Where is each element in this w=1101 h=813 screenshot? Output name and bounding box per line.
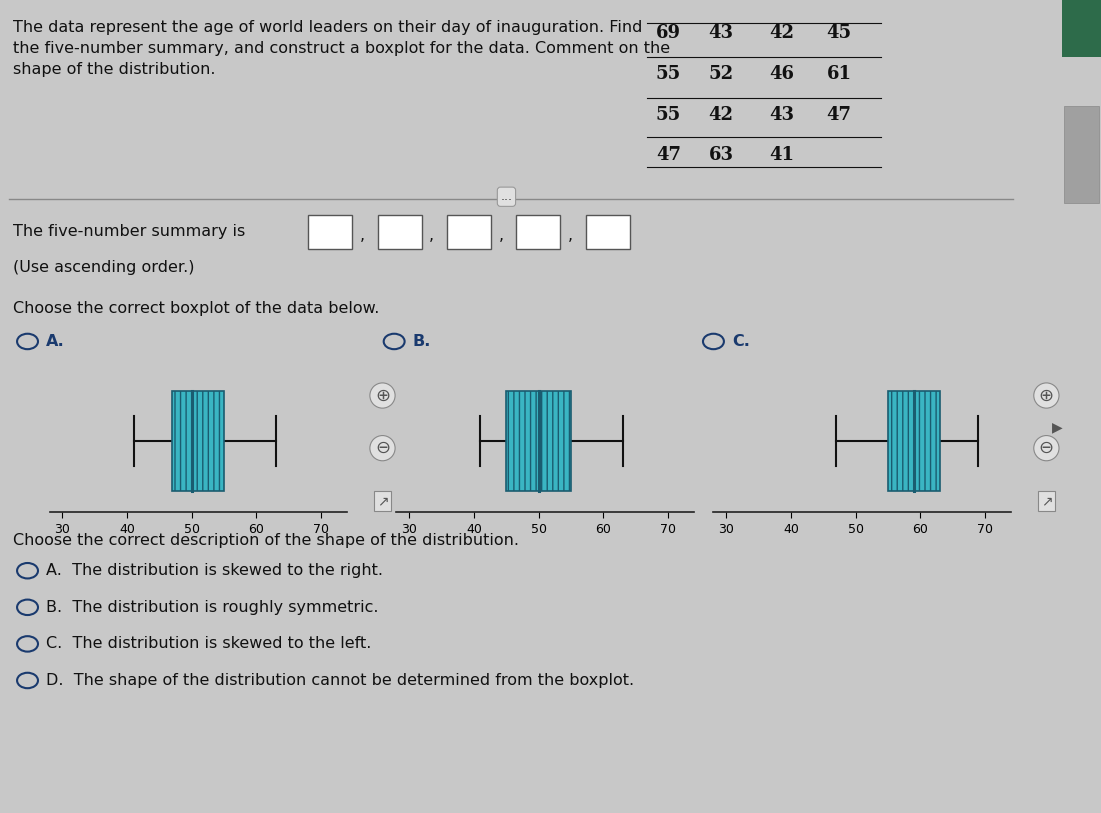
Text: ,: , bbox=[360, 228, 364, 243]
Text: ,: , bbox=[499, 228, 503, 243]
FancyBboxPatch shape bbox=[516, 215, 560, 249]
Text: ⊖: ⊖ bbox=[375, 439, 390, 457]
Text: ▶: ▶ bbox=[1051, 420, 1062, 434]
Text: ↗: ↗ bbox=[377, 493, 389, 508]
Text: A.  The distribution is skewed to the right.: A. The distribution is skewed to the rig… bbox=[46, 563, 383, 578]
Text: ,: , bbox=[429, 228, 434, 243]
Text: 46: 46 bbox=[770, 65, 794, 83]
Text: ⊕: ⊕ bbox=[1039, 386, 1054, 405]
Text: 43: 43 bbox=[709, 24, 733, 42]
Text: 55: 55 bbox=[656, 106, 680, 124]
Text: 47: 47 bbox=[827, 106, 851, 124]
Text: B.  The distribution is roughly symmetric.: B. The distribution is roughly symmetric… bbox=[46, 600, 379, 615]
FancyBboxPatch shape bbox=[447, 215, 491, 249]
Text: ↗: ↗ bbox=[723, 493, 735, 508]
Text: 47: 47 bbox=[656, 146, 680, 164]
Text: ⊖: ⊖ bbox=[1039, 439, 1054, 457]
Text: C.: C. bbox=[732, 334, 750, 349]
Bar bbox=[173, 391, 224, 491]
Text: 69: 69 bbox=[656, 24, 680, 42]
Text: ,: , bbox=[568, 228, 573, 243]
Text: Choose the correct boxplot of the data below.: Choose the correct boxplot of the data b… bbox=[13, 301, 380, 315]
Text: ...: ... bbox=[501, 190, 512, 203]
Text: ↗: ↗ bbox=[1040, 493, 1053, 508]
Text: ⊕: ⊕ bbox=[722, 386, 737, 405]
Text: 52: 52 bbox=[709, 65, 733, 83]
Text: 42: 42 bbox=[709, 106, 733, 124]
FancyBboxPatch shape bbox=[586, 215, 630, 249]
Bar bbox=[506, 391, 570, 491]
Text: B.: B. bbox=[413, 334, 432, 349]
Text: The five-number summary is: The five-number summary is bbox=[13, 224, 246, 239]
Text: 61: 61 bbox=[827, 65, 851, 83]
Bar bbox=[1062, 0, 1101, 57]
Text: 42: 42 bbox=[770, 24, 794, 42]
Text: ⊖: ⊖ bbox=[722, 439, 737, 457]
Text: The data represent the age of world leaders on their day of inauguration. Find
t: The data represent the age of world lead… bbox=[13, 20, 671, 77]
Text: C.  The distribution is skewed to the left.: C. The distribution is skewed to the lef… bbox=[46, 637, 372, 651]
Text: A.: A. bbox=[46, 334, 65, 349]
Text: 55: 55 bbox=[656, 65, 680, 83]
Bar bbox=[1065, 106, 1099, 203]
Text: 45: 45 bbox=[827, 24, 851, 42]
FancyBboxPatch shape bbox=[378, 215, 422, 249]
Text: 63: 63 bbox=[709, 146, 733, 164]
Text: 41: 41 bbox=[770, 146, 794, 164]
Text: D.  The shape of the distribution cannot be determined from the boxplot.: D. The shape of the distribution cannot … bbox=[46, 673, 634, 688]
Text: (Use ascending order.): (Use ascending order.) bbox=[13, 260, 195, 275]
Bar bbox=[887, 391, 939, 491]
Text: 43: 43 bbox=[770, 106, 794, 124]
Text: ⊕: ⊕ bbox=[375, 386, 390, 405]
FancyBboxPatch shape bbox=[308, 215, 352, 249]
Text: Choose the correct description of the shape of the distribution.: Choose the correct description of the sh… bbox=[13, 533, 520, 547]
